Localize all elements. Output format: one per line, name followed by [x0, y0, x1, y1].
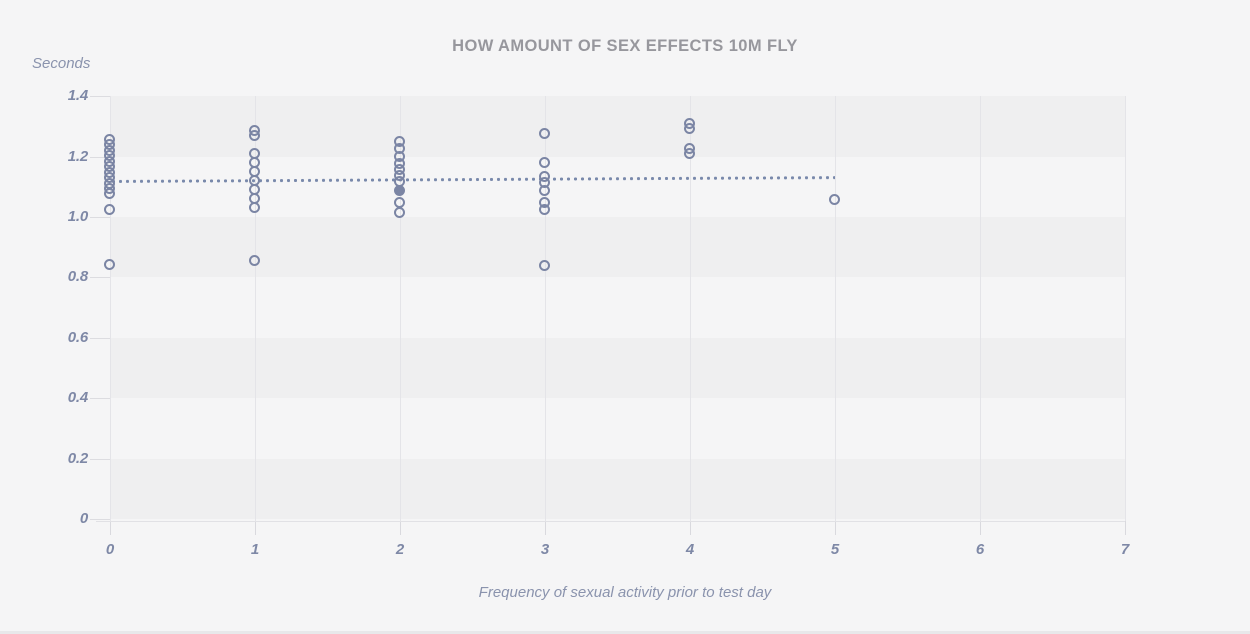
x-axis-line [96, 521, 1125, 522]
bottom-edge-strip [0, 631, 1250, 634]
y-tick-label: 0.4 [67, 389, 88, 407]
x-gridline [980, 96, 981, 521]
x-gridline [835, 96, 836, 521]
y-tick-label: 0.6 [67, 328, 88, 346]
x-tickmark [1125, 521, 1126, 535]
x-tick-label: 5 [830, 541, 840, 558]
x-gridline [400, 96, 401, 521]
x-gridline [110, 96, 111, 521]
scatter-point [249, 130, 261, 142]
x-tickmark [110, 521, 111, 535]
plot-band [110, 458, 1125, 520]
x-tick-label: 0 [105, 541, 115, 558]
scatter-point [684, 123, 696, 135]
y-tick-label: 1.4 [67, 87, 88, 105]
y-tick-label: 0.2 [67, 449, 88, 467]
scatter-point [394, 185, 406, 197]
plot-band [110, 217, 1125, 278]
x-tickmark [980, 521, 981, 535]
scatter-point [249, 201, 261, 213]
y-tickmark [90, 337, 110, 339]
y-axis-caption: Seconds [32, 55, 91, 72]
x-tick-label: 2 [395, 541, 405, 558]
x-tickmark [690, 521, 691, 535]
scatter-point [539, 260, 551, 272]
scatter-point [104, 188, 116, 200]
scatter-point [539, 203, 551, 215]
x-gridline [255, 96, 256, 521]
y-tick-label: 0.8 [67, 268, 88, 286]
x-tick-label: 3 [540, 541, 550, 558]
scatter-point [249, 254, 261, 266]
x-tickmark [545, 521, 546, 535]
scatter-point [104, 258, 116, 270]
x-gridline [1125, 96, 1126, 521]
x-tickmark [400, 521, 401, 535]
scatter-point [539, 156, 551, 168]
y-tickmark [90, 217, 110, 218]
y-tickmark [90, 96, 110, 98]
y-tickmark [90, 156, 110, 158]
x-tick-label: 1 [250, 541, 260, 558]
plot-band [110, 337, 1125, 399]
x-tickmark [255, 521, 256, 535]
y-tick-label: 1.2 [67, 147, 88, 165]
scatter-point [539, 127, 551, 139]
scatter-point [684, 148, 696, 160]
x-axis-caption: Frequency of sexual activity prior to te… [478, 584, 772, 601]
chart-title: HOW AMOUNT OF SEX EFFECTS 10M FLY [452, 37, 798, 55]
y-tick-label: 1.0 [67, 208, 88, 225]
x-gridline [690, 96, 691, 521]
x-tickmark [835, 521, 836, 535]
y-tickmark [90, 398, 110, 400]
scatter-point [104, 204, 116, 216]
x-tick-label: 7 [1120, 541, 1130, 558]
y-tickmark [90, 458, 110, 460]
scatter-point [539, 184, 551, 196]
y-tickmark [90, 277, 110, 279]
scatter-point [394, 206, 406, 218]
plot-band [110, 96, 1125, 157]
y-tick-label: 0 [79, 510, 88, 528]
mean-dotted-line [109, 175, 835, 183]
x-gridline [545, 96, 546, 521]
scatter-point [829, 194, 841, 206]
x-tick-label: 4 [685, 541, 695, 558]
y-tickmark [90, 519, 110, 521]
x-tick-label: 6 [975, 541, 985, 558]
